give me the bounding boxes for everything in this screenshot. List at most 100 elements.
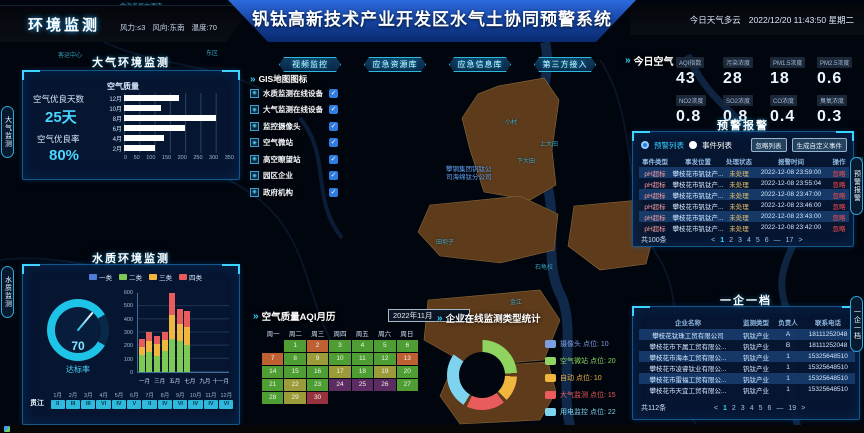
event-list-radio[interactable]: [689, 141, 697, 149]
gis-layer-item[interactable]: ◉ 监控摄像头 ✓: [250, 118, 338, 135]
calendar-day-cell[interactable]: 10: [329, 353, 351, 365]
page-button[interactable]: 5: [758, 404, 763, 412]
page-button[interactable]: 2: [731, 404, 736, 412]
page-button[interactable]: 19: [788, 404, 797, 412]
calendar-day-cell[interactable]: 6: [396, 340, 418, 352]
table-row[interactable]: 攀枝花市雷福工贸有限公... 钒钛产业 1 15325648510: [639, 373, 855, 384]
page-button[interactable]: >: [801, 404, 806, 412]
page-button[interactable]: <: [711, 236, 716, 244]
table-row[interactable]: pH超标 攀枝花市钒钛产... 未处理 2022-12-08 23:47:00 忽略: [639, 189, 849, 200]
table-row[interactable]: pH超标 攀枝花市钒钛产... 未处理 2022-12-08 23:59:00 忽略: [639, 167, 849, 178]
warning-list-radio[interactable]: [641, 141, 649, 149]
river-grade-cell[interactable]: III: [65, 400, 81, 409]
calendar-day-cell[interactable]: 25: [351, 379, 374, 391]
toolbar-button-1[interactable]: 视频监控: [279, 57, 341, 72]
river-grade-cell[interactable]: VI: [173, 400, 188, 409]
river-grade-cell[interactable]: V: [127, 400, 142, 409]
calendar-day-cell[interactable]: 1: [284, 340, 306, 352]
page-button[interactable]: —: [776, 404, 784, 412]
page-button[interactable]: 3: [740, 404, 745, 412]
calendar-day-cell[interactable]: 15: [284, 366, 306, 378]
table-row[interactable]: 攀枝花市天宜工贸有限公... 钒钛产业 1 15325648510: [639, 384, 855, 395]
vtab-air-monitor[interactable]: 大气监测: [1, 106, 14, 158]
calendar-day-cell[interactable]: 27: [396, 379, 418, 391]
calendar-day-cell[interactable]: 7: [262, 353, 284, 365]
event-list-label[interactable]: 事件列表: [702, 140, 732, 150]
page-button[interactable]: 4: [749, 404, 754, 412]
layer-checkbox[interactable]: ✓: [329, 138, 338, 148]
river-grade-cell[interactable]: III: [81, 400, 96, 409]
river-grade-cell[interactable]: VI: [219, 400, 234, 409]
table-row[interactable]: pH超标 攀枝花市钒钛产... 未处理 2022-12-08 23:55:04 忽略: [639, 178, 849, 189]
vtab-water-monitor[interactable]: 水质监测: [1, 266, 14, 318]
gis-layer-item[interactable]: ◉ 园区企业 ✓: [250, 168, 338, 185]
table-row[interactable]: 攀枝花钛珠工贸有限公司 钒钛产业 A 18111252048: [639, 329, 855, 340]
calendar-day-cell[interactable]: 29: [284, 392, 306, 404]
vtab-warning[interactable]: 预警报警: [850, 157, 863, 215]
layer-checkbox[interactable]: ✓: [329, 171, 338, 181]
layer-checkbox[interactable]: ✓: [329, 121, 338, 131]
page-button[interactable]: 6: [767, 404, 772, 412]
calendar-day-cell[interactable]: 12: [374, 353, 396, 365]
ignore-list-button[interactable]: 忽略列表: [750, 138, 787, 152]
calendar-day-cell[interactable]: 24: [329, 379, 351, 391]
gis-layer-item[interactable]: ◉ 政府机构 ✓: [250, 184, 338, 201]
page-button[interactable]: 1: [722, 404, 727, 412]
gis-layer-item[interactable]: ◉ 高空瞭望站 ✓: [250, 151, 338, 168]
layer-checkbox[interactable]: ✓: [329, 88, 338, 98]
river-grade-cell[interactable]: II: [142, 400, 157, 409]
page-button[interactable]: 1: [720, 236, 725, 244]
page-button[interactable]: <: [713, 404, 718, 412]
calendar-day-cell[interactable]: 13: [396, 353, 418, 365]
layer-checkbox[interactable]: ✓: [329, 105, 338, 115]
page-button[interactable]: —: [773, 236, 781, 244]
calendar-day-cell[interactable]: 11: [351, 353, 374, 365]
vtab-enterprise[interactable]: 一企一档: [850, 296, 863, 352]
calendar-day-cell[interactable]: 21: [262, 379, 284, 391]
calendar-day-cell[interactable]: 22: [284, 379, 306, 391]
calendar-day-cell[interactable]: 18: [351, 366, 374, 378]
layer-checkbox[interactable]: ✓: [329, 154, 338, 164]
page-button[interactable]: 17: [785, 236, 794, 244]
create-custom-event-button[interactable]: 生成自定义事件: [791, 138, 847, 152]
toolbar-button-4[interactable]: 第三方接入: [534, 57, 596, 72]
calendar-day-cell[interactable]: 8: [284, 353, 306, 365]
calendar-day-cell[interactable]: 3: [329, 340, 351, 352]
gis-layer-item[interactable]: ◉ 空气微站 ✓: [250, 135, 338, 152]
gis-layer-item[interactable]: ◉ 水质监测在线设备 ✓: [250, 85, 338, 102]
table-row[interactable]: 攀枝花市凌睿钛业有限公... 钒钛产业 1 15325648510: [639, 362, 855, 373]
page-button[interactable]: 5: [755, 236, 760, 244]
page-button[interactable]: 4: [746, 236, 751, 244]
river-grade-cell[interactable]: IV: [111, 400, 127, 409]
page-button[interactable]: 3: [738, 236, 742, 244]
river-grade-cell[interactable]: IV: [157, 400, 173, 409]
calendar-day-cell[interactable]: 4: [351, 340, 374, 352]
month-select-dropdown[interactable]: 2022年11月 ▾: [388, 309, 470, 322]
warning-list-label[interactable]: 预警列表: [654, 140, 684, 150]
table-row[interactable]: pH超标 攀枝花市钒钛产... 未处理 2022-12-08 23:43:00 忽略: [639, 211, 849, 222]
layer-checkbox[interactable]: ✓: [329, 187, 338, 197]
page-button[interactable]: 2: [729, 236, 734, 244]
river-grade-cell[interactable]: IV: [203, 400, 219, 409]
calendar-day-cell[interactable]: 16: [306, 366, 329, 378]
toolbar-button-3[interactable]: 应急信息库: [449, 57, 511, 72]
taskbar-app-icon[interactable]: [4, 426, 10, 432]
river-grade-cell[interactable]: VI: [96, 400, 111, 409]
calendar-day-cell[interactable]: 17: [329, 366, 351, 378]
page-button[interactable]: 6: [764, 236, 769, 244]
table-row[interactable]: 攀枝花市海本工贸有限公... 钒钛产业 1 15325648510: [639, 351, 855, 362]
calendar-day-cell[interactable]: 20: [396, 366, 418, 378]
table-row[interactable]: 攀枝花市下属工贸有限公... 钒钛产业 B 18111252048: [639, 340, 855, 351]
calendar-day-cell[interactable]: 5: [374, 340, 396, 352]
river-grade-cell[interactable]: IV: [188, 400, 203, 409]
page-button[interactable]: >: [798, 236, 803, 244]
calendar-day-cell[interactable]: 30: [306, 392, 329, 404]
gis-layer-item[interactable]: ◉ 大气监测在线设备 ✓: [250, 102, 338, 119]
calendar-day-cell[interactable]: 14: [262, 366, 284, 378]
calendar-day-cell[interactable]: 23: [306, 379, 329, 391]
calendar-day-cell[interactable]: 9: [306, 353, 329, 365]
calendar-day-cell[interactable]: 26: [374, 379, 396, 391]
river-grade-cell[interactable]: II: [50, 400, 65, 409]
table-row[interactable]: pH超标 攀枝花市钒钛产... 未处理 2022-12-08 23:42:00 忽略: [639, 222, 849, 233]
table-row[interactable]: pH超标 攀枝花市钒钛产... 未处理 2022-12-08 23:46:00 忽略: [639, 200, 849, 211]
